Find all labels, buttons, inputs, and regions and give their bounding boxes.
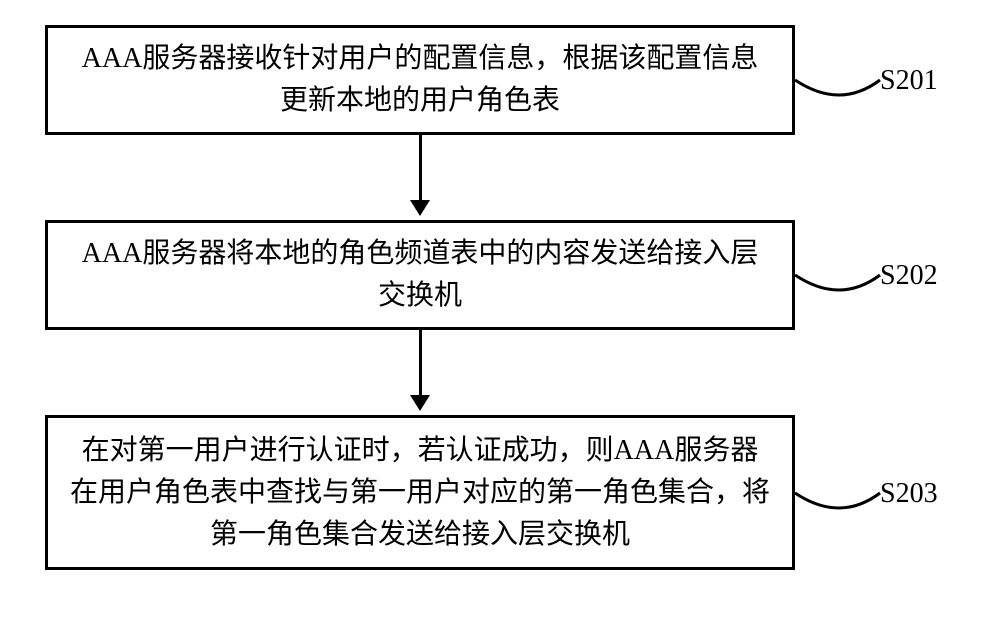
arrow-1: [410, 135, 430, 216]
step-label-2: S202: [880, 260, 938, 292]
connector-3: [795, 473, 885, 528]
step-box-2: AAA服务器将本地的角色频道表中的内容发送给接入层交换机: [45, 220, 795, 330]
connector-1: [795, 60, 885, 115]
arrow-head-2: [410, 395, 430, 411]
flowchart-container: AAA服务器接收针对用户的配置信息，根据该配置信息更新本地的用户角色表 S201…: [0, 0, 1000, 623]
arrow-2: [410, 330, 430, 411]
connector-2: [795, 255, 885, 310]
step-box-3: 在对第一用户进行认证时，若认证成功，则AAA服务器在用户角色表中查找与第一用户对…: [45, 415, 795, 570]
step-label-3: S203: [880, 478, 938, 510]
step-text-3: 在对第一用户进行认证时，若认证成功，则AAA服务器在用户角色表中查找与第一用户对…: [68, 430, 772, 556]
step-label-1: S201: [880, 65, 938, 97]
arrow-line-2: [419, 330, 422, 395]
step-text-2: AAA服务器将本地的角色频道表中的内容发送给接入层交换机: [68, 233, 772, 317]
step-text-1: AAA服务器接收针对用户的配置信息，根据该配置信息更新本地的用户角色表: [68, 38, 772, 122]
arrow-head-1: [410, 200, 430, 216]
step-box-1: AAA服务器接收针对用户的配置信息，根据该配置信息更新本地的用户角色表: [45, 25, 795, 135]
arrow-line-1: [419, 135, 422, 200]
